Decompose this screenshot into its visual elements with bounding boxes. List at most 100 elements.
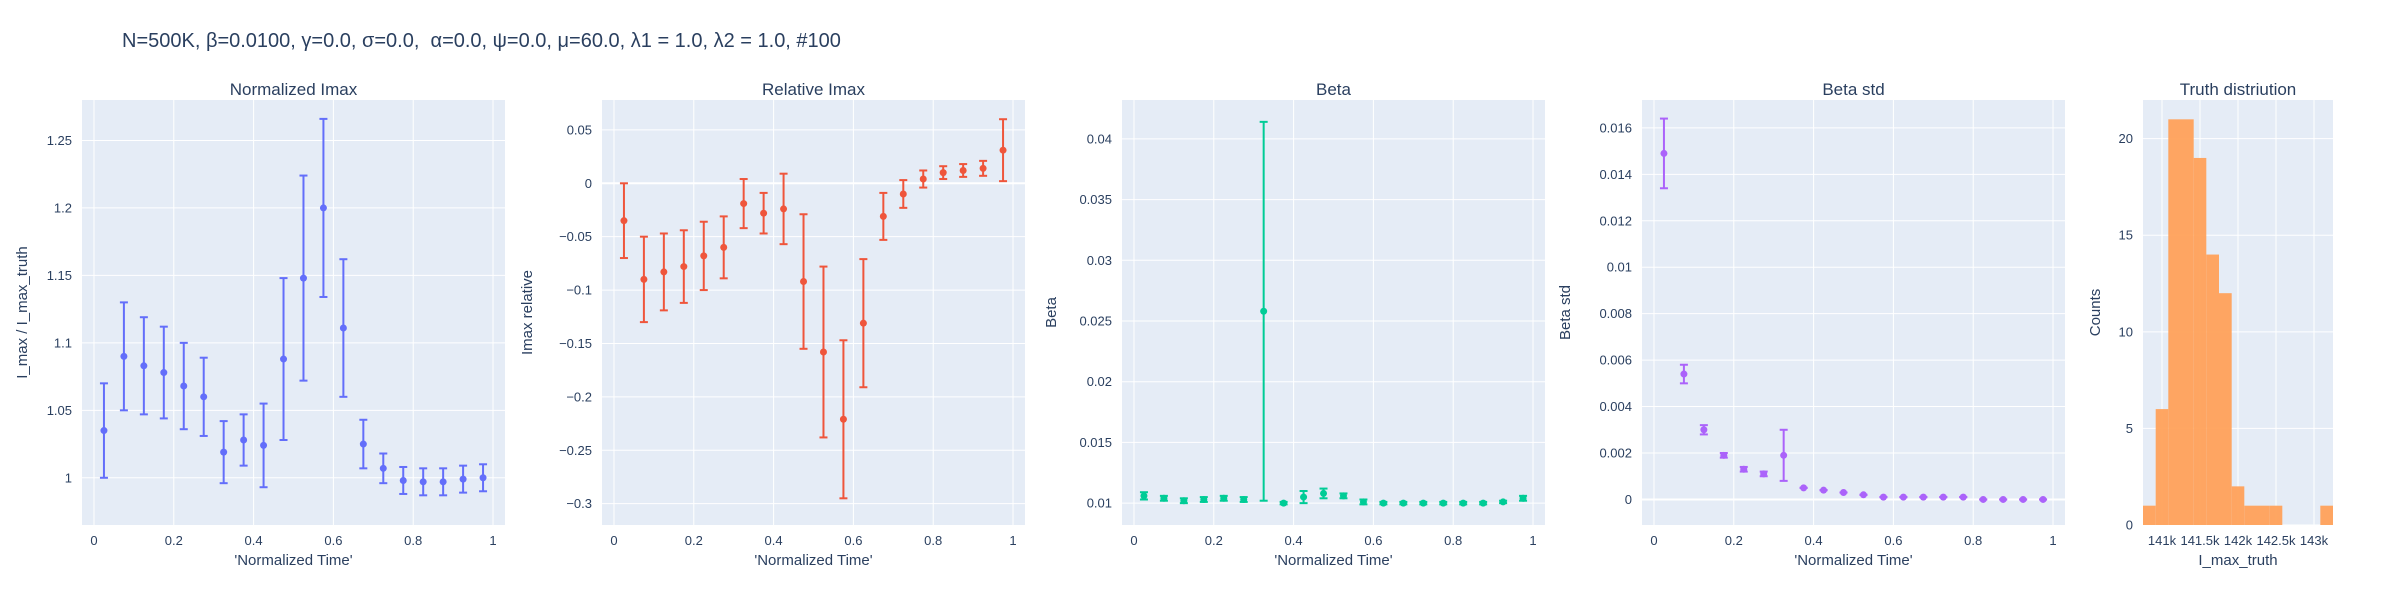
x-tick-label: 0 [1650, 533, 1657, 548]
y-tick-label: 0 [2126, 518, 2133, 533]
y-tick-label: 0.025 [1079, 314, 1112, 329]
x-tick-label: 1 [1529, 533, 1536, 548]
data-point [1459, 499, 1467, 507]
histogram-bar [2155, 409, 2169, 525]
panel-title: Beta [1316, 80, 1352, 99]
x-tick-label: 1 [489, 533, 496, 548]
data-point [379, 464, 387, 472]
y-tick-label: 0.04 [1087, 131, 1112, 146]
data-point [1979, 495, 1987, 503]
y-tick-label: 1 [65, 470, 72, 485]
plot-area [82, 100, 505, 525]
histogram-bar [2269, 505, 2283, 525]
data-point [299, 274, 307, 282]
data-point [280, 355, 288, 363]
data-point [819, 348, 827, 356]
x-tick-label: 0.6 [324, 533, 342, 548]
histogram-bar [2320, 505, 2333, 525]
x-tick-label: 0.6 [1364, 533, 1382, 548]
plot-area [1642, 100, 2065, 525]
data-point [1359, 498, 1367, 506]
data-point [859, 319, 867, 327]
histogram-bar [2244, 505, 2257, 525]
y-tick-label: −0.1 [566, 283, 592, 298]
y-tick-label: 15 [2119, 228, 2133, 243]
data-point [760, 209, 768, 217]
data-point [1680, 370, 1688, 378]
histogram-bar [2206, 254, 2219, 525]
y-tick-label: 0.01 [1607, 260, 1632, 275]
data-point [120, 352, 128, 360]
x-tick-label: 0.4 [765, 533, 783, 548]
y-axis-label: Counts [2087, 289, 2104, 337]
marks-layer [619, 118, 1008, 500]
x-tick-label: 142k [2224, 533, 2253, 548]
data-point [879, 212, 887, 220]
histogram-bar [2193, 157, 2207, 526]
data-point [140, 362, 148, 370]
data-point [1280, 499, 1288, 507]
x-tick-label: 0.8 [404, 533, 422, 548]
x-axis-label: 'Normalized Time' [754, 552, 872, 569]
marks-layer [99, 117, 488, 497]
tick-labels-layer: 0 0.2 0.4 0.6 0.8 1 0 0.002 0.004 0.006 0.008 0.01 0… [1599, 120, 2056, 548]
y-tick-label: −0.15 [559, 336, 592, 351]
data-point [1479, 499, 1487, 507]
data-point [620, 217, 628, 225]
panel-title: Normalized Imax [230, 80, 358, 99]
data-point [459, 475, 467, 483]
data-point [1859, 491, 1867, 499]
y-tick-label: 1.15 [47, 268, 72, 283]
data-point [1700, 426, 1708, 434]
data-point [740, 200, 748, 208]
plot-area [1122, 100, 1545, 525]
x-tick-label: 0.2 [1205, 533, 1223, 548]
data-point [1720, 451, 1728, 459]
y-tick-label: 0.006 [1599, 353, 1632, 368]
histogram-bar [2257, 505, 2270, 525]
y-tick-label: −0.2 [566, 389, 592, 404]
y-axis-label: Beta [1043, 296, 1060, 328]
y-tick-label: −0.25 [559, 443, 592, 458]
y-tick-label: 0.012 [1599, 213, 1632, 228]
data-point [2039, 495, 2047, 503]
data-point [1439, 499, 1447, 507]
x-axis-label: 'Normalized Time' [1794, 552, 1912, 569]
y-tick-label: 0.002 [1599, 446, 1632, 461]
data-point [240, 436, 248, 444]
data-point [1919, 493, 1927, 501]
data-point [359, 440, 367, 448]
x-axis-label: 'Normalized Time' [234, 552, 352, 569]
x-tick-label: 1 [2049, 533, 2056, 548]
histogram-bar [2181, 119, 2194, 526]
y-tick-label: 0.008 [1599, 306, 1632, 321]
data-point [260, 441, 268, 449]
marks-layer [2143, 119, 2333, 526]
y-tick-label: 0.03 [1087, 253, 1112, 268]
y-tick-label: 0 [1625, 492, 1632, 507]
data-point [700, 252, 708, 260]
x-tick-label: 0 [610, 533, 617, 548]
data-point [979, 164, 987, 172]
data-point [800, 278, 808, 286]
y-tick-label: 5 [2126, 421, 2133, 436]
data-point [1760, 470, 1768, 478]
data-point [1499, 498, 1507, 506]
x-tick-label: 0.6 [844, 533, 862, 548]
x-tick-label: 0.2 [685, 533, 703, 548]
data-point [939, 169, 947, 177]
data-point [339, 324, 347, 332]
marks-layer [1659, 117, 2048, 503]
y-tick-label: 0.05 [567, 122, 592, 137]
data-point [680, 263, 688, 271]
data-point [1800, 484, 1808, 492]
y-tick-label: 1.25 [47, 133, 72, 148]
panel-title: Beta std [1822, 80, 1884, 99]
y-tick-label: 10 [2119, 324, 2133, 339]
data-point [1300, 493, 1308, 501]
x-tick-label: 1 [1009, 533, 1016, 548]
data-point [2019, 495, 2027, 503]
data-point [160, 369, 168, 377]
histogram-bar [2143, 505, 2156, 525]
x-tick-label: 0.4 [1805, 533, 1823, 548]
